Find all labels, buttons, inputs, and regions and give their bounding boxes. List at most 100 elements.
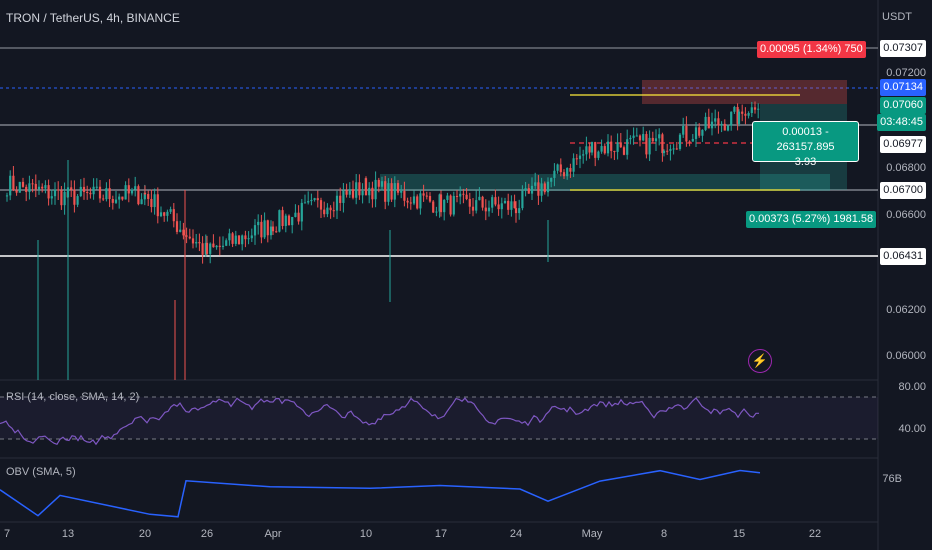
candle-body [9,175,12,196]
candle-body [218,245,221,247]
candle-body [332,210,335,212]
candle-body [163,212,166,216]
candle-body [364,178,368,196]
candle-body [723,123,726,131]
candle-body [31,183,34,185]
candle-body [717,118,720,126]
candle-body [339,195,342,203]
candle-body [188,236,191,239]
candle-body [153,194,156,208]
candle-body [588,146,591,153]
candle-body [244,235,247,240]
candle-body [527,188,530,194]
candle-body [594,142,597,158]
candle-body [303,202,307,204]
candle-body [651,137,654,142]
candle-body [310,199,313,202]
candle-body [484,207,487,212]
obv-line [0,469,761,518]
candle-body [228,233,231,241]
candle-body [260,221,263,238]
candle-body [503,200,507,204]
x-tick-label: Apr [264,528,282,540]
candle-body [416,196,419,209]
candle-body [487,207,491,212]
candle-body [114,199,118,203]
candle-body [616,142,619,152]
candle-body [475,200,478,211]
candle-body [137,186,140,205]
obv-legend[interactable]: OBV (SMA, 5) [6,466,76,478]
candle-body [632,135,635,138]
candle-body [307,201,310,203]
price-tag: 0.06700 [880,182,926,199]
candle-body [127,185,130,194]
candle-body [169,209,172,212]
candle-body [291,216,294,226]
candle-body [250,235,253,239]
candle-body [578,155,582,159]
candle-body [348,189,351,195]
x-tick-label: 15 [732,528,746,540]
candle-body [34,183,37,190]
candle-body [559,164,562,173]
rsi-legend[interactable]: RSI (14, close, SMA, 14, 2) [6,391,140,403]
candle-body [666,150,669,152]
x-tick-label: 17 [434,528,448,540]
candle-body [393,183,396,200]
candle-body [569,168,572,172]
candle-body [540,183,543,196]
candle-body [134,186,137,190]
candle-body [435,211,438,213]
candle-body [121,196,124,200]
rsi-axis-label: 80.00 [898,381,926,393]
candle-body [63,191,66,206]
price-axis-label: 0.06600 [886,209,926,221]
price-tag: 0.07134 [880,79,926,96]
candle-body [726,125,730,131]
candle-body [518,208,521,214]
lightning-icon[interactable]: ⚡ [748,349,772,373]
candle-body [124,185,127,200]
candle-body [753,107,757,110]
candle-body [736,106,739,124]
candle-body [600,146,603,152]
candle-body [329,207,332,211]
candle-body [497,204,500,210]
price-tag: 0.06431 [880,248,926,265]
candle-body [590,142,594,153]
candle-body [425,195,428,197]
candle-body [241,235,244,245]
candle-body [478,196,481,201]
candle-body [704,116,707,130]
candle-body [688,141,691,143]
candle-body [105,187,108,200]
candle-body [380,181,384,187]
candle-body [582,154,585,156]
candle-body [204,242,207,255]
candle-body [619,142,622,148]
candle-body [757,108,760,110]
candle-body [707,116,710,129]
stop-loss-label: 0.00095 (1.34%) 750 [757,41,866,58]
candle-body [438,194,441,212]
candle-body [95,186,98,188]
candle-body [459,193,462,197]
candle-body [701,129,704,136]
x-tick-label: 20 [138,528,152,540]
candle-body [654,138,658,142]
x-tick-label: 10 [359,528,373,540]
candle-body [284,215,287,226]
symbol-title: TRON / TetherUS, 4h, BINANCE [6,11,180,25]
candle-body [500,203,503,210]
candle-body [253,225,257,236]
candle-body [76,196,79,205]
candle-body [263,220,266,238]
entry-label-box[interactable]: 0.00013 - 263157.895 3.93 [752,121,859,168]
candle-body [37,186,41,190]
candle-body [396,183,400,193]
take-profit-label: 0.00373 (5.27%) 1981.58 [746,211,877,228]
candle-body [342,190,345,203]
candle-body [694,127,698,139]
